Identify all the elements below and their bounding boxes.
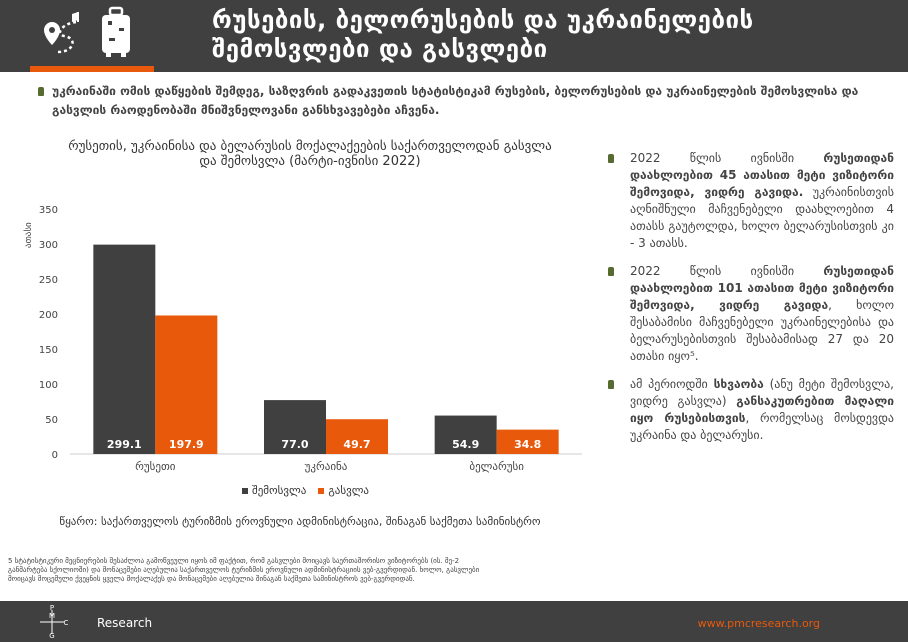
chart-legend: შემოსვლა გასვლა bbox=[242, 484, 369, 497]
bar-data-label: 49.7 bbox=[343, 438, 370, 451]
bar-entries bbox=[434, 415, 497, 454]
luggage-icon bbox=[102, 6, 130, 57]
bar-exits bbox=[496, 429, 559, 454]
logo-letter-p: P bbox=[50, 604, 54, 612]
header-accent-bar bbox=[30, 66, 154, 72]
finding-text: , ხოლო შესაბამისი მაჩვენებელი უკრაინელებ… bbox=[630, 298, 894, 363]
x-category-label: ბელარუსი bbox=[469, 460, 524, 473]
legend-item-entries: შემოსვლა bbox=[242, 484, 306, 497]
footer-brand: Research bbox=[97, 616, 153, 630]
y-tick-label: 150 bbox=[39, 345, 58, 356]
bar-exits bbox=[155, 315, 218, 454]
bar-entries bbox=[264, 400, 326, 454]
bar-data-label: 34.8 bbox=[514, 438, 541, 451]
bullet-icon bbox=[608, 154, 614, 163]
finding-text: 2022 წლის ივნისში bbox=[630, 264, 824, 278]
header-bar bbox=[0, 0, 908, 72]
pmcg-logo-icon: P M C G bbox=[40, 604, 69, 639]
y-tick-label: 350 bbox=[39, 205, 58, 216]
legend-item-exits: გასვლა bbox=[318, 484, 369, 497]
bar-data-label: 54.9 bbox=[452, 438, 479, 451]
chart-title: რუსეთის, უკრაინისა და ბელარუსის მოქალაქე… bbox=[68, 139, 552, 169]
page-title: რუსების, ბელორუსების და უკრაინელების შემ… bbox=[212, 6, 754, 63]
footer-url-link[interactable]: www.pmcresearch.org bbox=[697, 617, 820, 630]
finding-text: ამ პერიოდში bbox=[630, 377, 714, 391]
footnote: 5 სტატისტიკური მეცნიერების შესაძლოა გამო… bbox=[8, 557, 480, 583]
bar-exits bbox=[326, 419, 388, 454]
intro-paragraph: უკრაინაში ომის დაწყების შემდეგ, საზღვრის… bbox=[30, 82, 890, 120]
intro-text: უკრაინაში ომის დაწყების შემდეგ, საზღვრის… bbox=[52, 84, 859, 117]
finding-text: 2022 წლის ივნისში bbox=[630, 151, 824, 165]
finding-item: 2022 წლის ივნისში რუსეთიდან დაახლოებით 1… bbox=[606, 263, 894, 365]
chart-source: წყარო: საქართველოს ტურიზმის ეროვნული ადმ… bbox=[59, 515, 541, 528]
y-tick-label: 250 bbox=[39, 275, 58, 286]
legend-label-exits: გასვლა bbox=[328, 484, 370, 497]
logo-letter-c: C bbox=[64, 619, 69, 627]
finding-item: 2022 წლის ივნისში რუსეთიდან დაახლოებით 4… bbox=[606, 150, 894, 252]
bar-data-label: 299.1 bbox=[107, 438, 142, 451]
legend-swatch-exits bbox=[318, 487, 325, 494]
footer-bar: P M C G Research www.pmcresearch.org bbox=[0, 601, 908, 642]
bar-data-label: 197.9 bbox=[169, 438, 204, 451]
bullet-icon bbox=[608, 380, 614, 389]
finding-text: უკრაინისთვის აღნიშნული მაჩვენებელი დაახლ… bbox=[630, 185, 894, 250]
logo-letter-m: M bbox=[49, 612, 55, 620]
finding-text: , რომელსაც მოსდევდა უკრაინა და ბელარუსი. bbox=[630, 411, 894, 442]
bar-entries bbox=[93, 244, 156, 454]
bullet-icon bbox=[38, 87, 44, 96]
key-findings-list: 2022 წლის ივნისში რუსეთიდან დაახლოებით 4… bbox=[606, 150, 894, 455]
y-tick-label: 100 bbox=[39, 380, 58, 391]
finding-text: რუსეთიდან დაახლოებით 45 ათასით მეტი ვიზი… bbox=[630, 151, 894, 199]
x-category-label: რუსეთი bbox=[135, 460, 176, 473]
legend-label-entries: შემოსვლა bbox=[252, 484, 307, 497]
bullet-icon bbox=[608, 267, 614, 276]
y-tick-label: 50 bbox=[45, 415, 58, 426]
y-tick-label: 200 bbox=[39, 310, 58, 321]
bar-data-label: 77.0 bbox=[281, 438, 308, 451]
logo-letter-g: G bbox=[49, 632, 54, 639]
map-route-icon bbox=[44, 12, 79, 54]
bar-chart: 0 50 100 150 200 250 300 350 299.1 197.9 რუსეთი 77.… bbox=[39, 205, 582, 473]
y-tick-label: 0 bbox=[52, 450, 58, 461]
finding-text: განსაკუთრებით მაღალი იყო რუსებისთვის bbox=[630, 394, 894, 425]
finding-text: რუსეთიდან დაახლოებით 101 ათასით მეტი ვიზ… bbox=[630, 264, 894, 312]
legend-swatch-entries bbox=[242, 487, 248, 494]
x-category-label: უკრაინა bbox=[305, 460, 348, 473]
y-tick-label: 300 bbox=[39, 240, 58, 251]
finding-text: სხვაობა bbox=[713, 377, 764, 391]
finding-item: ამ პერიოდში სხვაობა (ანუ მეტი შემოსვლა, … bbox=[606, 376, 894, 444]
finding-text: (ანუ მეტი შემოსვლა, ვიდრე გასვლა) bbox=[630, 377, 894, 408]
